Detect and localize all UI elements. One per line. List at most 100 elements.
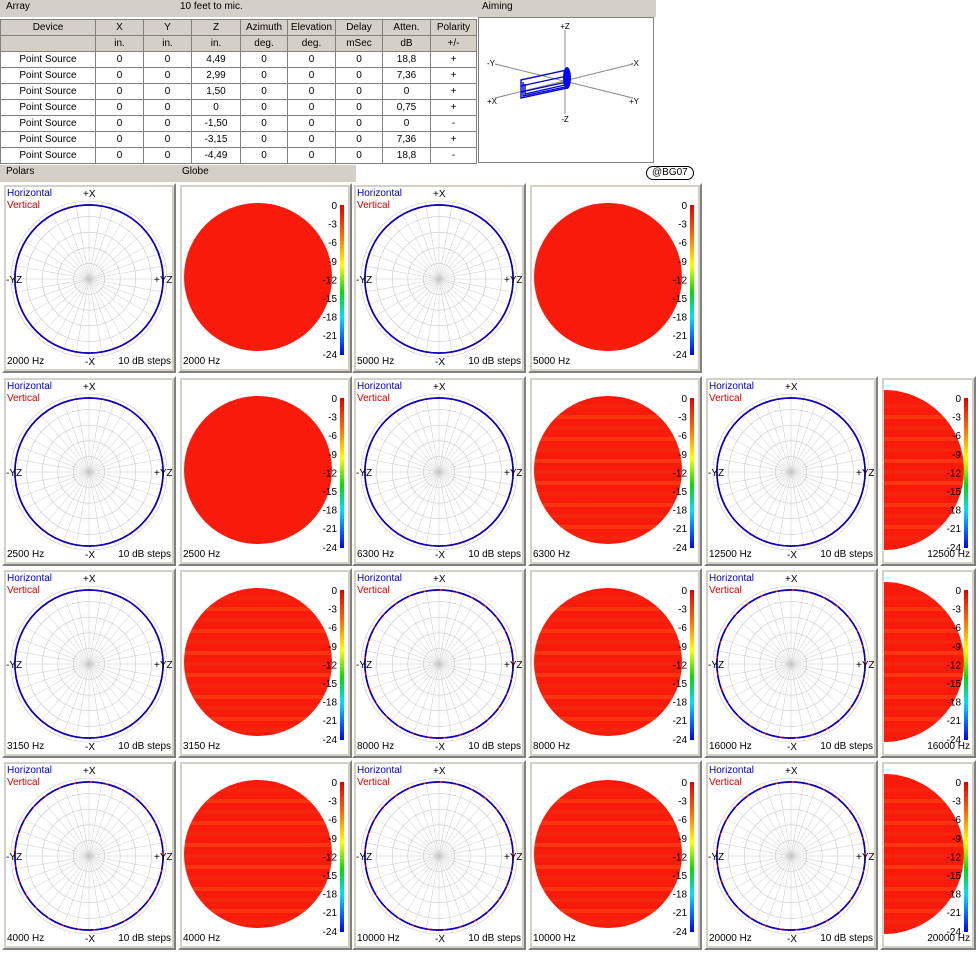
table-cell[interactable]: 0 <box>95 67 144 84</box>
globe-plot-panel[interactable]: 0 -3 -6 -9 -12 -15 -18 -21 -24 12500 Hz <box>880 376 976 566</box>
table-cell[interactable]: 0 <box>240 67 288 84</box>
table-cell[interactable]: -1,50 <box>191 115 241 132</box>
table-cell[interactable]: Point Source <box>0 67 96 84</box>
table-cell[interactable]: -4,49 <box>191 147 241 164</box>
col-polarity[interactable]: Polarity <box>430 19 477 36</box>
col-azimuth[interactable]: Azimuth <box>240 19 288 36</box>
col-z[interactable]: Z <box>191 19 241 36</box>
table-cell[interactable]: 0 <box>335 99 383 116</box>
table-cell[interactable]: 0 <box>95 99 144 116</box>
table-cell[interactable]: Point Source <box>0 83 96 100</box>
table-cell[interactable]: 0 <box>335 51 383 68</box>
table-cell[interactable]: Point Source <box>0 115 96 132</box>
table-cell[interactable]: 0 <box>240 51 288 68</box>
table-row[interactable]: Point Source 0 0 1,50 0 0 0 0 + <box>0 83 477 100</box>
table-cell[interactable]: + <box>430 83 477 100</box>
table-row[interactable]: Point Source 0 0 0 0 0 0 0,75 + <box>0 99 477 116</box>
globe-plot-panel[interactable]: 0 -3 -6 -9 -12 -15 -18 -21 -24 16000 Hz <box>880 568 976 758</box>
globe-plot-panel[interactable]: 0 -3 -6 -9 -12 -15 -18 -21 -24 6300 Hz <box>528 376 702 566</box>
table-cell[interactable]: - <box>430 147 477 164</box>
table-cell[interactable]: 0 <box>335 83 383 100</box>
table-cell[interactable]: 0 <box>335 147 383 164</box>
table-row[interactable]: Point Source 0 0 4,49 0 0 0 18,8 + <box>0 51 477 68</box>
table-cell[interactable]: 0 <box>287 67 336 84</box>
table-row[interactable]: Point Source 0 0 -3,15 0 0 0 7,36 + <box>0 131 477 148</box>
table-cell[interactable]: 0 <box>95 147 144 164</box>
table-cell[interactable]: 0 <box>95 83 144 100</box>
table-cell[interactable]: 0,75 <box>382 99 431 116</box>
table-cell[interactable]: + <box>430 99 477 116</box>
table-cell[interactable]: 2,99 <box>191 67 241 84</box>
globe-plot-panel[interactable]: 0 -3 -6 -9 -12 -15 -18 -21 -24 8000 Hz <box>528 568 702 758</box>
array-table[interactable]: Device X Y Z Azimuth Elevation Delay Att… <box>0 19 477 164</box>
globe-plot-panel[interactable]: 0 -3 -6 -9 -12 -15 -18 -21 -24 3150 Hz <box>178 568 352 758</box>
polar-plot-panel[interactable]: +X -X -YZ +YZ Horizontal Vertical 20000 Hz 10 d… <box>704 760 878 950</box>
polar-plot-panel[interactable]: +X -X -YZ +YZ Horizontal Vertical 8000 Hz 10 dB… <box>352 568 526 758</box>
table-cell[interactable]: 0 <box>287 131 336 148</box>
table-cell[interactable]: + <box>430 51 477 68</box>
table-cell[interactable]: Point Source <box>0 51 96 68</box>
polar-plot-panel[interactable]: +X -X -YZ +YZ Horizontal Vertical 4000 Hz 10 dB… <box>2 760 176 950</box>
table-cell[interactable]: 0 <box>95 131 144 148</box>
table-cell[interactable]: 0 <box>335 115 383 132</box>
table-cell[interactable]: 4,49 <box>191 51 241 68</box>
table-cell[interactable]: 0 <box>382 115 431 132</box>
col-device[interactable]: Device <box>0 19 96 36</box>
table-cell[interactable]: Point Source <box>0 147 96 164</box>
aiming-view[interactable]: +Z -Z -Y -X +X +Y <box>478 17 654 163</box>
table-cell[interactable]: 0 <box>335 131 383 148</box>
table-cell[interactable]: + <box>430 67 477 84</box>
table-cell[interactable]: 0 <box>287 83 336 100</box>
table-cell[interactable]: 0 <box>287 147 336 164</box>
table-cell[interactable]: 0 <box>335 67 383 84</box>
globe-plot-panel[interactable]: 0 -3 -6 -9 -12 -15 -18 -21 -24 10000 Hz <box>528 760 702 950</box>
polar-plot-panel[interactable]: +X -X -YZ +YZ Horizontal Vertical 2000 Hz 10 dB… <box>2 183 176 373</box>
table-cell[interactable]: 0 <box>240 99 288 116</box>
table-cell[interactable]: 0 <box>95 115 144 132</box>
polar-plot-panel[interactable]: +X -X -YZ +YZ Horizontal Vertical 6300 Hz 10 dB… <box>352 376 526 566</box>
polar-plot-panel[interactable]: +X -X -YZ +YZ Horizontal Vertical 10000 Hz 10 d… <box>352 760 526 950</box>
polar-plot-panel[interactable]: +X -X -YZ +YZ Horizontal Vertical 5000 Hz 10 dB… <box>352 183 526 373</box>
table-cell[interactable]: 0 <box>240 115 288 132</box>
table-cell[interactable]: 0 <box>143 83 192 100</box>
table-row[interactable]: Point Source 0 0 -4,49 0 0 0 18,8- <box>0 147 477 164</box>
table-row[interactable]: Point Source 0 0 2,99 0 0 0 7,36 + <box>0 67 477 84</box>
polar-plot-panel[interactable]: +X -X -YZ +YZ Horizontal Vertical 12500 Hz 10 d… <box>704 376 878 566</box>
globe-plot-panel[interactable]: 0 -3 -6 -9 -12 -15 -18 -21 -24 2000 Hz <box>178 183 352 373</box>
col-delay[interactable]: Delay <box>335 19 383 36</box>
table-cell[interactable]: 18,8 <box>382 51 431 68</box>
table-cell[interactable]: 0 <box>287 51 336 68</box>
table-cell[interactable]: 0 <box>95 51 144 68</box>
table-cell[interactable]: - <box>430 115 477 132</box>
col-atten[interactable]: Atten. <box>382 19 431 36</box>
table-cell[interactable]: 0 <box>143 67 192 84</box>
table-cell[interactable]: 0 <box>143 115 192 132</box>
polar-plot-panel[interactable]: +X -X -YZ +YZ Horizontal Vertical 16000 Hz 10 d… <box>704 568 878 758</box>
table-cell[interactable]: 0 <box>382 83 431 100</box>
table-cell[interactable]: 18,8 <box>382 147 431 164</box>
table-cell[interactable]: 0 <box>287 99 336 116</box>
table-cell[interactable]: Point Source <box>0 131 96 148</box>
table-cell[interactable]: 1,50 <box>191 83 241 100</box>
table-cell[interactable]: 0 <box>143 51 192 68</box>
table-cell[interactable]: 7,36 <box>382 67 431 84</box>
table-cell[interactable]: 7,36 <box>382 131 431 148</box>
polar-plot-panel[interactable]: +X -X -YZ +YZ Horizontal Vertical 2500 Hz 10 dB… <box>2 376 176 566</box>
table-cell[interactable]: 0 <box>191 99 241 116</box>
table-cell[interactable]: Point Source <box>0 99 96 116</box>
col-x[interactable]: X <box>95 19 144 36</box>
col-y[interactable]: Y <box>143 19 192 36</box>
globe-plot-panel[interactable]: 0 -3 -6 -9 -12 -15 -18 -21 -24 4000 Hz <box>178 760 352 950</box>
table-cell[interactable]: 0 <box>143 131 192 148</box>
table-cell[interactable]: + <box>430 131 477 148</box>
table-row[interactable]: Point Source 0 0 -1,50 0 0 0 0- <box>0 115 477 132</box>
globe-plot-panel[interactable]: 0 -3 -6 -9 -12 -15 -18 -21 -24 5000 Hz <box>528 183 702 373</box>
table-cell[interactable]: 0 <box>240 131 288 148</box>
col-elevation[interactable]: Elevation <box>287 19 336 36</box>
table-cell[interactable]: 0 <box>143 99 192 116</box>
table-cell[interactable]: 0 <box>240 83 288 100</box>
table-cell[interactable]: 0 <box>143 147 192 164</box>
globe-plot-panel[interactable]: 0 -3 -6 -9 -12 -15 -18 -21 -24 20000 Hz <box>880 760 976 950</box>
globe-plot-panel[interactable]: 0 -3 -6 -9 -12 -15 -18 -21 -24 2500 Hz <box>178 376 352 566</box>
table-cell[interactable]: 0 <box>240 147 288 164</box>
